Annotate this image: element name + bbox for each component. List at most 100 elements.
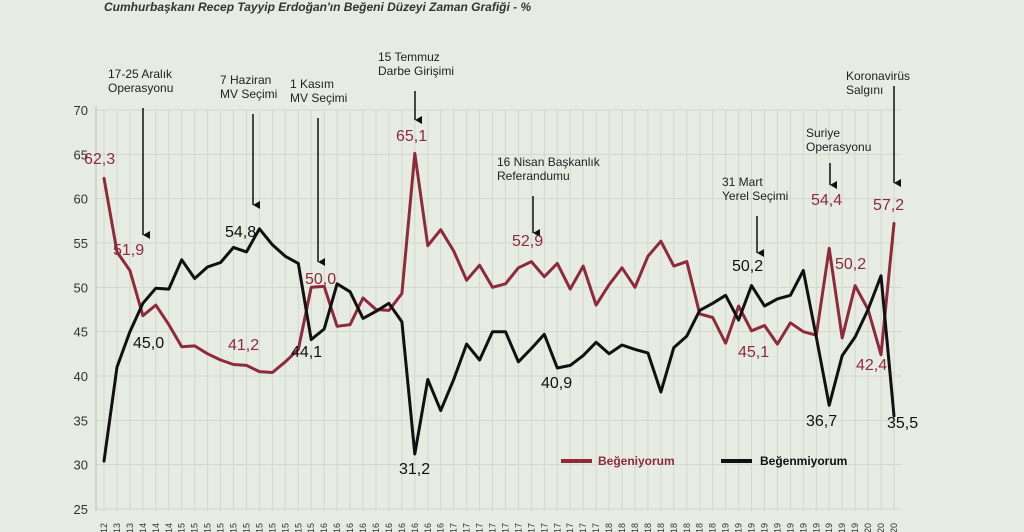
y-tick-label: 35 (74, 413, 88, 428)
x-tick-label: 14 (138, 523, 148, 532)
x-tick-label: 18 (630, 523, 640, 532)
x-tick-label: 15 (293, 523, 303, 532)
data-label: 35,5 (887, 415, 918, 432)
x-tick-label: 15 (190, 523, 200, 532)
x-tick-label: 14 (164, 523, 174, 532)
annotation-line: Salgını (846, 83, 883, 97)
data-label: 57,2 (873, 197, 904, 214)
annotation-line: MV Seçimi (290, 91, 347, 105)
x-tick-label: 20 (863, 523, 873, 532)
chart-title: Cumhurbaşkanı Recep Tayyip Erdoğan'ın Be… (104, 0, 532, 14)
data-label: 36,7 (806, 413, 837, 430)
y-tick-label: 60 (74, 192, 88, 207)
annotation-line: 16 Nisan Başkanlık (497, 155, 601, 169)
x-tick-label: 17 (475, 523, 485, 532)
x-tick-label: 19 (734, 523, 744, 532)
x-tick-label: 18 (708, 523, 718, 532)
annotation-line: Yerel Seçimi (722, 189, 788, 203)
annotation-line: Koronavirüs (846, 69, 910, 83)
annotation-label: 1 Kasım MV Seçimi (290, 77, 347, 105)
y-tick-label: 70 (74, 103, 88, 118)
x-tick-label: 15 (306, 523, 316, 532)
x-tick-label: 17 (591, 523, 601, 532)
x-tick-label: 16 (332, 523, 342, 532)
data-label: 45,1 (738, 344, 769, 361)
annotation-line: Referandumu (497, 169, 570, 183)
x-tick-label: 15 (280, 523, 290, 532)
x-tick-label: 15 (216, 523, 226, 532)
data-label: 50,2 (835, 256, 866, 273)
x-tick-label: 16 (371, 523, 381, 532)
series-lines (102, 151, 896, 463)
x-tick-label: 18 (682, 523, 692, 532)
x-tick-label: 15 (203, 523, 213, 532)
x-tick-label: 17 (500, 523, 510, 532)
data-label: 65,1 (396, 128, 427, 145)
x-tick-label: 17 (565, 523, 575, 532)
annotation-line: 1 Kasım (290, 77, 334, 91)
x-tick-label: 17 (449, 523, 459, 532)
x-tick-label: 19 (811, 523, 821, 532)
annotation-line: 17-25 Aralık (108, 67, 173, 81)
data-label: 54,4 (811, 192, 842, 209)
data-label: 54,8 (225, 224, 256, 241)
x-tick-label: 15 (229, 523, 239, 532)
x-tick-label: 19 (721, 523, 731, 532)
x-tick-label: 14 (151, 523, 161, 532)
data-label: 52,9 (512, 233, 543, 250)
x-tick-label: 15 (241, 523, 251, 532)
data-label: 41,2 (228, 337, 259, 354)
annotation-line: Suriye (806, 126, 840, 140)
x-tick-label: 19 (837, 523, 847, 532)
x-tick-label: 18 (617, 523, 627, 532)
x-tick-label: 16 (319, 523, 329, 532)
annotation-label: 31 Mart Yerel Seçimi (722, 175, 788, 203)
x-tick-label: 19 (850, 523, 860, 532)
x-tick-label: 19 (785, 523, 795, 532)
data-labels: 62,3 51,9 45,0 41,2 54,8 44,1 50,0 65,1 31,2 52,9… (84, 128, 918, 478)
x-tick-label: 16 (436, 523, 446, 532)
annotation-line: 15 Temmuz (378, 50, 440, 64)
annotation-label: Koronavirüs Salgını (846, 69, 910, 97)
y-tick-label: 50 (74, 280, 88, 295)
y-axis: 25 30 35 40 45 50 55 60 65 70 (74, 103, 88, 517)
x-tick-label: 13 (112, 523, 122, 532)
data-label: 62,3 (84, 151, 115, 168)
x-tick-label: 19 (824, 523, 834, 532)
x-tick-label: 18 (604, 523, 614, 532)
x-tick-label: 17 (552, 523, 562, 532)
x-tick-label: 17 (488, 523, 498, 532)
y-tick-label: 25 (74, 502, 88, 517)
x-tick-label: 18 (643, 523, 653, 532)
annotation-line: Operasyonu (108, 81, 173, 95)
x-tick-label: 16 (423, 523, 433, 532)
x-tick-label: 17 (539, 523, 549, 532)
x-tick-label: 16 (410, 523, 420, 532)
x-tick-label: 12 (99, 523, 109, 532)
y-tick-label: 30 (74, 458, 88, 473)
annotation-label: 15 Temmuz Darbe Girişimi (378, 50, 454, 78)
legend-label-begeniyorum: Beğeniyorum (598, 454, 675, 468)
x-tick-label: 15 (254, 523, 264, 532)
x-tick-label: 16 (345, 523, 355, 532)
x-tick-label: 19 (759, 523, 769, 532)
legend: Beğeniyorum Beğenmiyorum (561, 454, 847, 468)
data-label: 40,9 (541, 375, 572, 392)
x-tick-label: 16 (384, 523, 394, 532)
x-tick-label: 20 (876, 523, 886, 532)
annotation-line: MV Seçimi (220, 87, 277, 101)
x-tick-label: 16 (397, 523, 407, 532)
annotation-label: Suriye Operasyonu (806, 126, 871, 154)
x-tick-label: 17 (526, 523, 536, 532)
x-tick-label: 15 (267, 523, 277, 532)
y-tick-label: 45 (74, 325, 88, 340)
annotation-label: 17-25 Aralık Operasyonu (108, 67, 173, 95)
data-label: 31,2 (399, 461, 430, 478)
y-tick-label: 65 (74, 147, 88, 162)
x-tick-label: 18 (656, 523, 666, 532)
x-tick-label: 16 (358, 523, 368, 532)
x-tick-label: 19 (798, 523, 808, 532)
x-tick-label: 18 (669, 523, 679, 532)
